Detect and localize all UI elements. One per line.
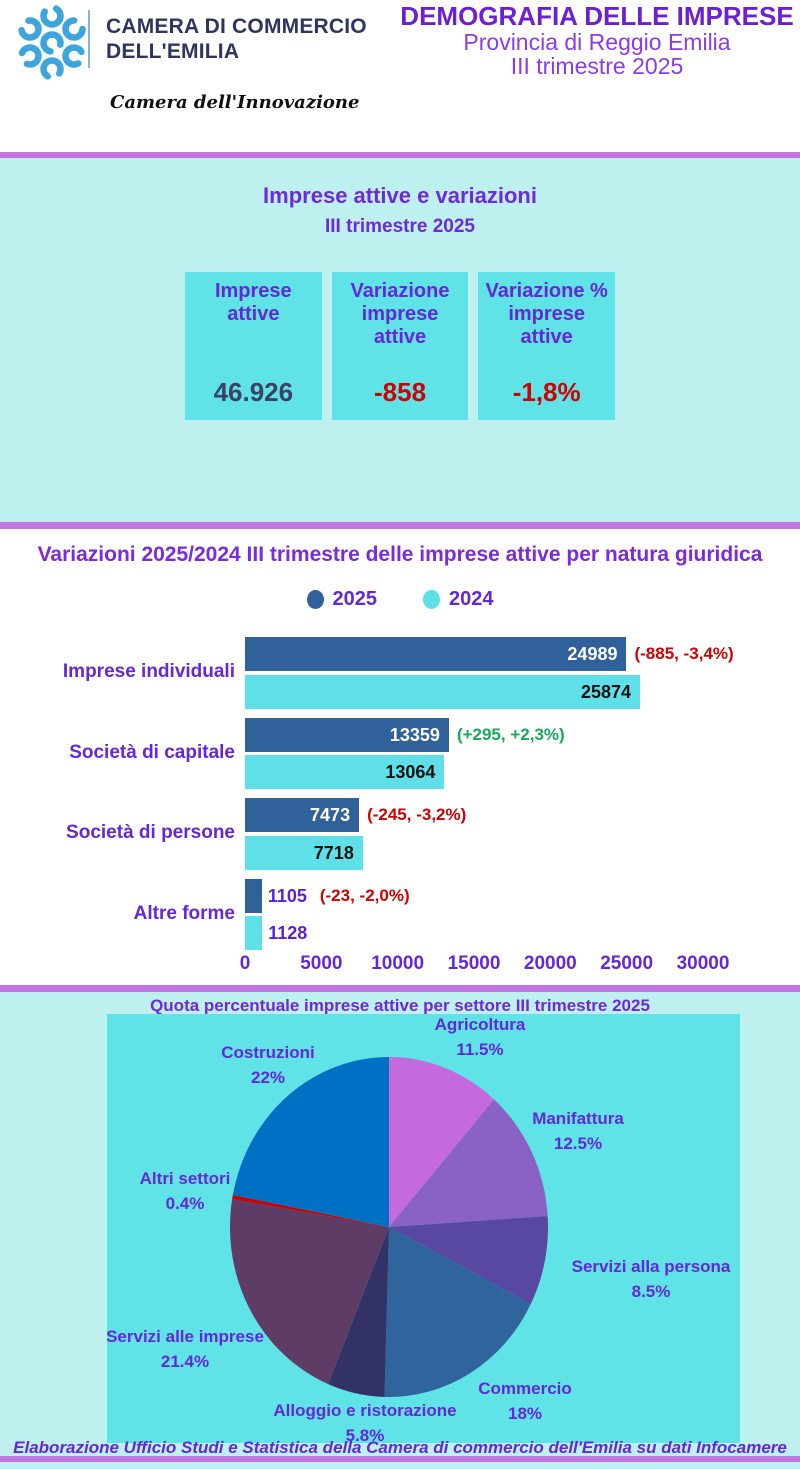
pie-slice-alloggio-e-ristorazione [328, 1227, 389, 1397]
separator-bar-mid [0, 522, 800, 529]
pie-label-costruzioni: Costruzioni 22% [221, 1043, 315, 1087]
card-variazione-pct-imprese: Variazione % imprese attive -1,8% [478, 272, 616, 420]
page-subtitle-quarter: III trimestre 2025 [510, 53, 684, 79]
x-axis-tick: 5000 [300, 953, 343, 974]
bar-2025-societ-di-capitale [245, 717, 449, 752]
pie-slice-manifattura [389, 1099, 548, 1227]
card-label: Imprese attive [214, 280, 292, 325]
logo-arc [62, 17, 86, 41]
card-variazione-imprese: Variazione imprese attive -858 [331, 272, 469, 420]
bar-chart-legend: 2025 2024 [0, 588, 800, 611]
logo-arc [40, 31, 64, 55]
logo-arc [40, 4, 64, 28]
bar-2025-societ-di-persone [245, 798, 360, 832]
pie-slice-servizi-alla-persona [389, 1216, 548, 1304]
bar-chart-title: Variazioni 2025/2024 III trimestre delle… [37, 543, 763, 566]
bar-category-label-societ-di-persone: Società di persone [66, 822, 235, 843]
pie-slice-agricoltura [389, 1057, 495, 1227]
legend-item-2025: 2025 [306, 588, 378, 611]
card-value: -1,8% [512, 377, 581, 407]
bar-value: 1128 [268, 923, 308, 943]
pie-label-agricoltura: Agricoltura 11.5% [434, 1015, 526, 1059]
bar-value: 13359 [389, 724, 440, 745]
bar-category-label-altre-forme: Altre forme [133, 902, 235, 924]
org-name-line2: DELL'EMILIA [106, 40, 240, 63]
card-label: Variazione % imprese attive [485, 280, 608, 348]
bar-value: 25874 [580, 681, 631, 702]
org-name: CAMERA DI COMMERCIO DELL'EMILIA [106, 14, 367, 64]
pie-label-commercio: Commercio 18% [478, 1379, 572, 1423]
bar-category-label-imprese-individuali: Imprese individuali [62, 661, 235, 682]
logo-arc [18, 17, 42, 41]
bar-2024-imprese-individuali [245, 674, 640, 709]
pie-label-altri-settori: Altri settori 0.4% [139, 1169, 231, 1213]
bar-value: 24989 [567, 644, 618, 664]
separator-bar-top [0, 152, 800, 158]
x-axis-tick: 30000 [676, 953, 730, 974]
bar-2024-societ-di-capitale [245, 755, 445, 789]
org-tagline: Camera dell'Innovazione [110, 92, 360, 113]
card-value: 46.926 [213, 377, 294, 407]
pie-plot-area [107, 1014, 740, 1443]
logo-arc [62, 44, 86, 68]
bar-2024-societ-di-persone [245, 835, 363, 870]
bar-value: 1105 [267, 885, 307, 906]
page-subtitle-province: Provincia di Reggio Emilia [463, 29, 731, 55]
bar-2025-altre-forme [245, 878, 262, 913]
bar-value: 13064 [385, 762, 436, 782]
summary-title: Imprese attive e variazioni [263, 183, 537, 208]
pie-label-alloggio-e-ristorazione: Alloggio e ristorazione 5.8% [273, 1401, 457, 1445]
x-axis-tick: 20000 [523, 953, 577, 974]
bar-change-annotation: (-23, -2,0%) [319, 885, 410, 905]
legend-label: 2024 [449, 588, 494, 610]
bar-change-annotation: (+295, +2,3%) [456, 724, 565, 744]
card-label: Variazione imprese attive [350, 280, 450, 348]
card-imprese-attive: Imprese attive 46.926 [185, 272, 322, 420]
pie-slice-servizi-alle-imprese [229, 1199, 389, 1385]
source-note: Elaborazione Ufficio Studi e Statistica … [13, 1438, 787, 1457]
grouped-bar-chart: Imprese individuali 24989 (-885, -3,4%) 258… [0, 637, 800, 982]
separator-bar-pie [0, 985, 800, 992]
pie-chart [229, 1057, 548, 1397]
page-title: DEMOGRAFIA DELLE IMPRESE [400, 1, 794, 31]
summary-subtitle: III trimestre 2025 [325, 216, 475, 237]
bar-change-annotation: (-245, -3,2%) [367, 805, 467, 824]
bottom-strip [0, 1462, 800, 1469]
pie-chart-title: Quota percentuale imprese attive per set… [150, 996, 650, 1015]
title-block: DEMOGRAFIA DELLE IMPRESE Provincia di Re… [398, 1, 796, 79]
logo-arc [18, 44, 42, 68]
pie-slice-altri-settori [232, 1194, 389, 1227]
x-axis-tick: 10000 [371, 953, 425, 974]
pie-label-manifattura: Manifattura 12.5% [532, 1109, 624, 1153]
legend-dot-2024-icon [423, 590, 440, 609]
legend-dot-2025-icon [306, 590, 324, 609]
legend-label: 2025 [332, 588, 378, 610]
bar-value: 7473 [310, 805, 351, 825]
card-value: -858 [373, 377, 427, 407]
legend-item-2024: 2024 [423, 588, 494, 611]
x-axis-tick: 15000 [447, 953, 501, 974]
pie-slice-commercio [384, 1227, 531, 1397]
summary-cards: Imprese attive 46.926 Variazione imprese… [185, 272, 616, 420]
pie-label-servizi-alla-persona: Servizi alla persona 8.5% [571, 1257, 731, 1301]
bar-2025-imprese-individuali [245, 637, 627, 671]
bar-2024-altre-forme [245, 916, 263, 950]
org-name-line1: CAMERA DI COMMERCIO [106, 15, 367, 38]
logo-divider [88, 10, 90, 68]
chamber-logo-icon [18, 4, 86, 81]
bar-value: 7718 [313, 842, 354, 863]
bar-category-label-societ-di-capitale: Società di capitale [69, 741, 235, 763]
logo-arc [40, 57, 64, 81]
bar-change-annotation: (-885, -3,4%) [634, 644, 734, 663]
pie-label-servizi-alle-imprese: Servizi alle imprese 21.4% [106, 1327, 264, 1371]
x-axis-tick: 0 [239, 953, 251, 974]
separator-bar-bottom [0, 1456, 800, 1462]
pie-slice-costruzioni [232, 1057, 389, 1227]
x-axis-tick: 25000 [600, 953, 654, 974]
